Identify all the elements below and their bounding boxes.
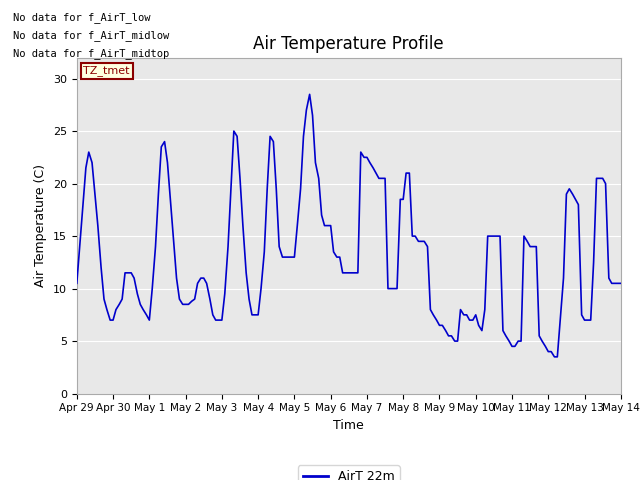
Y-axis label: Air Temperature (C): Air Temperature (C) <box>35 164 47 287</box>
Text: No data for f_AirT_midlow: No data for f_AirT_midlow <box>13 30 169 41</box>
Title: Air Temperature Profile: Air Temperature Profile <box>253 35 444 53</box>
Text: TZ_tmet: TZ_tmet <box>83 66 130 76</box>
Text: No data for f_AirT_midtop: No data for f_AirT_midtop <box>13 48 169 60</box>
X-axis label: Time: Time <box>333 419 364 432</box>
Legend: AirT 22m: AirT 22m <box>298 465 399 480</box>
Text: No data for f_AirT_low: No data for f_AirT_low <box>13 12 150 23</box>
